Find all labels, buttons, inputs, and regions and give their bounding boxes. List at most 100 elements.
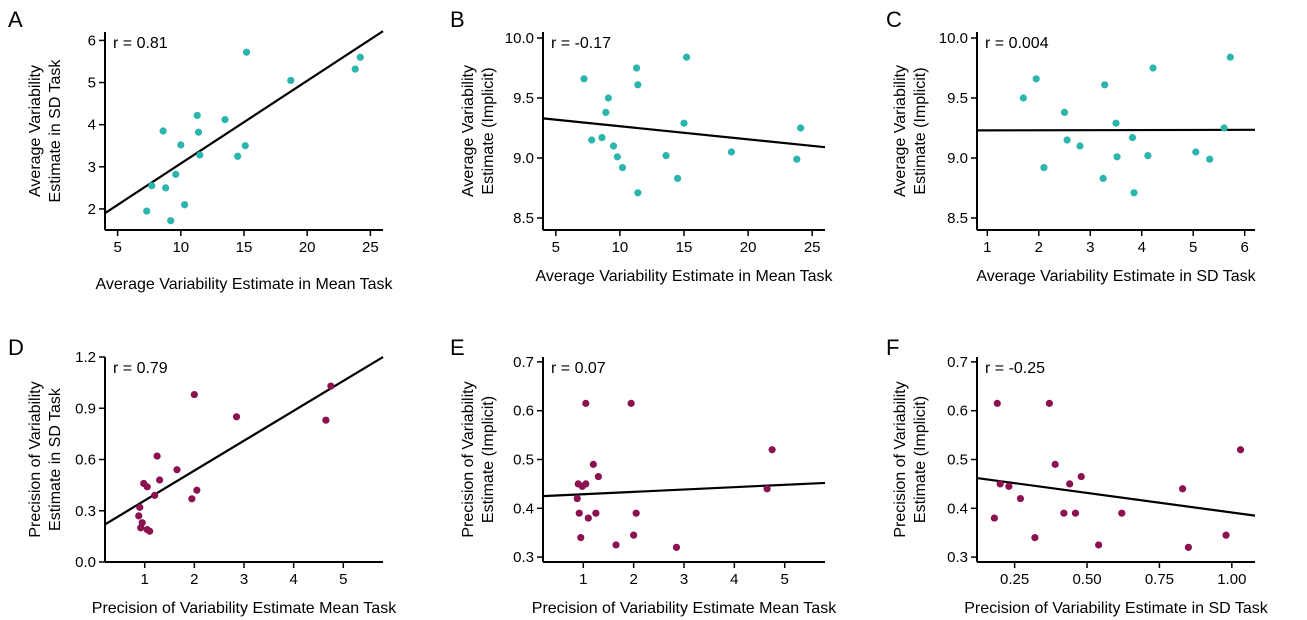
data-point [351,65,359,73]
x-tick-label: 1 [141,571,149,588]
y-axis-label-line: Estimate (Implicit) [480,67,497,194]
x-tick-label: 0.50 [1072,571,1101,588]
data-point [763,485,771,493]
data-point [159,127,167,135]
y-tick-label: 0.9 [75,400,96,417]
x-tick-label: 1.00 [1217,571,1246,588]
y-tick-label: 2 [88,201,96,218]
panel-letter: C [886,7,902,32]
data-point [1099,174,1107,182]
data-point [680,119,688,127]
y-tick-label: 10.0 [939,30,968,47]
data-point [602,108,610,116]
data-point [588,136,596,144]
data-point [598,134,606,142]
correlation-annotation: r = -0.17 [551,35,611,52]
panel-a: A 2 3 4 5 6 5 10 15 20 25 Average Variability Estima… [8,7,394,293]
data-point [793,155,801,163]
y-axis-label-line: Precision of Variability [27,381,44,537]
data-point [1019,94,1027,102]
y-axis-label-line: Average Variability [892,65,909,197]
data-point [135,512,143,520]
x-tick-label: 5 [1189,239,1197,256]
data-point [173,466,181,474]
data-point [356,53,364,61]
y-axis-label-line: Precision of Variability [892,381,909,537]
x-tick-label: 15 [676,239,693,256]
data-point [1236,446,1245,454]
y-axis-label-line: Precision of Variability [460,381,477,537]
data-point [1005,482,1013,490]
y-axis-label-line: Estimate in SD Task [47,387,64,531]
data-point [1130,189,1138,197]
data-point [138,519,146,527]
data-point [589,460,597,468]
data-point [575,509,583,517]
data-point [181,201,189,209]
data-point [242,48,251,56]
y-tick-label: 0.3 [947,549,968,566]
y-tick-label: 9.5 [513,90,534,107]
data-point [573,494,581,503]
y-tick-label: 8.5 [513,210,534,227]
data-point [1101,81,1109,89]
data-point [234,152,242,160]
data-point [632,64,641,72]
y-axis-label: Average Variability Estimate in SD Task [27,59,64,203]
data-point [1118,509,1126,517]
data-point [1066,480,1074,488]
data-point [634,189,642,197]
x-axis-label: Average Variability Estimate in Mean Tas… [535,268,833,285]
data-point [1184,543,1192,551]
y-axis-label: Precision of Variability Estimate (Implic… [460,381,497,537]
data-point [768,446,776,454]
x-tick-label: 5 [552,239,560,256]
data-point [1076,142,1084,150]
data-point [167,217,175,225]
panel-letter: F [886,335,899,360]
x-axis-label: Precision of Variability Estimate Mean T… [532,600,837,617]
y-tick-label: 9.5 [947,90,968,107]
data-point [193,111,201,120]
data-point [1179,485,1187,493]
data-point [241,142,249,150]
y-tick-label: 6 [88,32,96,49]
data-point [162,184,170,192]
correlation-annotation: r = 0.004 [985,35,1049,52]
x-tick-label: 1 [983,239,991,256]
panel-letter: E [450,335,465,360]
y-tick-label: 9.0 [513,150,534,167]
data-point [193,486,201,494]
data-point [190,390,198,399]
panel-b: B 8.5 9.0 9.5 10.0 5 10 15 20 25 Average Variabili… [450,7,834,285]
data-point [1031,533,1039,542]
y-tick-label: 1.2 [75,349,96,366]
y-tick-label: 0.4 [947,500,968,517]
data-point [151,491,159,499]
data-point [1063,136,1071,144]
data-point [609,142,618,150]
data-point [1060,108,1069,116]
data-point [194,128,203,136]
y-tick-label: 4 [88,117,96,134]
y-axis-label-line: Estimate (Implicit) [912,67,929,194]
correlation-annotation: r = -0.25 [985,360,1045,377]
data-point [148,182,156,190]
data-point [327,382,335,390]
data-point [627,399,635,407]
data-point [1032,75,1040,83]
data-point [990,514,998,522]
data-point [1113,153,1121,161]
data-point [143,207,151,215]
panel-letter: A [8,7,23,32]
x-tick-label: 0.75 [1145,571,1174,588]
data-point [630,531,638,539]
data-point [177,141,185,149]
data-point [287,76,295,85]
data-point [221,116,229,124]
x-axis-label: Precision of Variability Estimate in SD … [964,600,1269,617]
y-tick-label: 0.4 [513,500,534,517]
regression-line [104,30,384,215]
x-tick-label: 10 [612,239,629,256]
x-tick-label: 2 [190,571,198,588]
